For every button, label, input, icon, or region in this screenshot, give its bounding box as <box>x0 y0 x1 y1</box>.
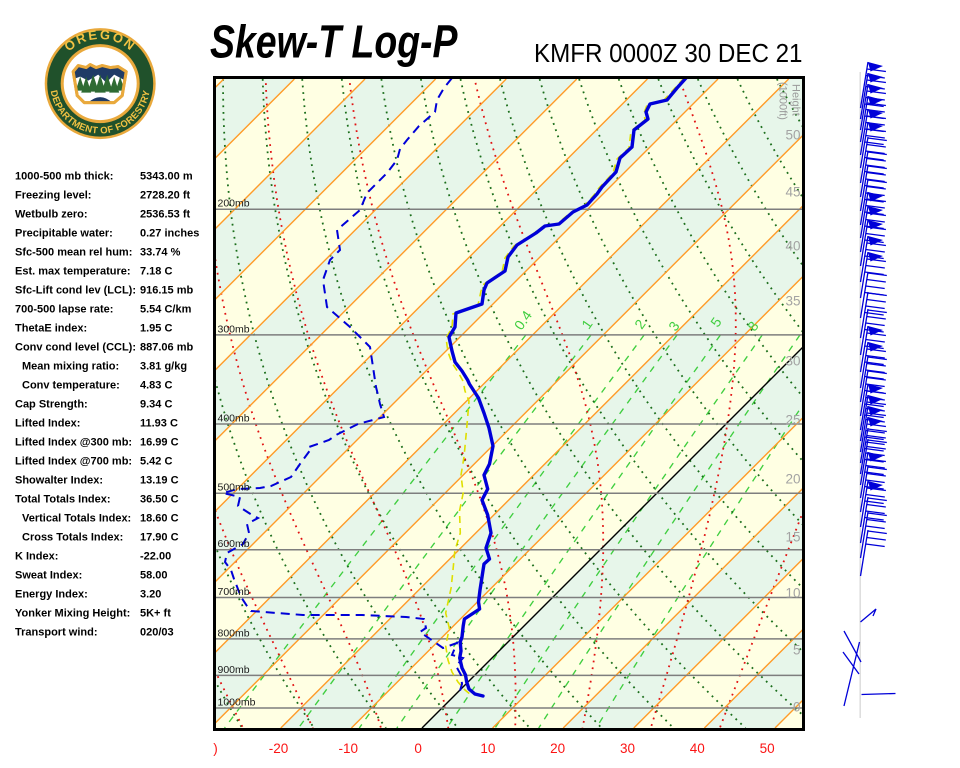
svg-text:1.95 C: 1.95 C <box>140 323 172 335</box>
svg-text:Sfc-Lift cond lev (LCL):: Sfc-Lift cond lev (LCL): <box>15 285 136 297</box>
svg-text:5343.00 m: 5343.00 m <box>140 171 193 183</box>
svg-text:Showalter Index:: Showalter Index: <box>15 475 103 487</box>
svg-text:Sfc-500 mean rel hum:: Sfc-500 mean rel hum: <box>15 247 132 259</box>
svg-text:20: 20 <box>785 472 800 487</box>
svg-text:2536.53 ft: 2536.53 ft <box>140 209 190 221</box>
svg-text:Vertical Totals Index:: Vertical Totals Index: <box>22 513 131 525</box>
svg-text:5.54 C/km: 5.54 C/km <box>140 304 192 316</box>
svg-text:4.83 C: 4.83 C <box>140 380 172 392</box>
svg-text:17.90 C: 17.90 C <box>140 532 179 544</box>
svg-text:Precipitable water:: Precipitable water: <box>15 228 113 240</box>
svg-text:900mb: 900mb <box>218 664 250 676</box>
svg-text:200mb: 200mb <box>218 198 250 210</box>
svg-text:Cap Strength:: Cap Strength: <box>15 399 88 411</box>
svg-text:916.15 mb: 916.15 mb <box>140 285 193 297</box>
svg-text:58.00: 58.00 <box>140 570 168 582</box>
svg-text:0.27 inches: 0.27 inches <box>140 228 199 240</box>
svg-text:Transport wind:: Transport wind: <box>15 627 98 639</box>
svg-text:-20: -20 <box>269 741 289 756</box>
svg-text:30: 30 <box>620 741 635 756</box>
svg-text:Lifted Index:: Lifted Index: <box>15 418 80 430</box>
svg-text:30: 30 <box>785 354 800 369</box>
svg-text:1000mb: 1000mb <box>218 697 256 709</box>
svg-text:Freezing level:: Freezing level: <box>15 190 91 202</box>
svg-text:Total Totals Index:: Total Totals Index: <box>15 494 111 506</box>
svg-text:500mb: 500mb <box>218 482 250 494</box>
svg-text:40: 40 <box>690 741 705 756</box>
svg-text:700mb: 700mb <box>218 586 250 598</box>
svg-text:(1000ft): (1000ft) <box>777 82 789 120</box>
svg-text:020/03: 020/03 <box>140 627 174 639</box>
svg-text:ThetaE index:: ThetaE index: <box>15 323 87 335</box>
svg-text:35: 35 <box>785 294 800 309</box>
svg-text:0: 0 <box>414 741 422 756</box>
svg-text:Skew-T Log-P: Skew-T Log-P <box>210 16 458 68</box>
svg-text:-10: -10 <box>339 741 359 756</box>
svg-text:Yonker Mixing Height:: Yonker Mixing Height: <box>15 608 130 620</box>
svg-text:Est. max temperature:: Est. max temperature: <box>15 266 131 278</box>
svg-text:25: 25 <box>785 413 800 428</box>
svg-text:2728.20 ft: 2728.20 ft <box>140 190 190 202</box>
svg-text:10: 10 <box>785 586 800 601</box>
svg-text:3.20: 3.20 <box>140 589 161 601</box>
svg-text:Energy Index:: Energy Index: <box>15 589 88 601</box>
svg-text:800mb: 800mb <box>218 627 250 639</box>
svg-text:50: 50 <box>760 741 775 756</box>
svg-text:887.06 mb: 887.06 mb <box>140 342 193 354</box>
svg-text:600mb: 600mb <box>218 538 250 550</box>
svg-text:Wetbulb zero:: Wetbulb zero: <box>15 209 88 221</box>
svg-text:Lifted Index @700 mb:: Lifted Index @700 mb: <box>15 456 132 468</box>
svg-text:5K+ ft: 5K+ ft <box>140 608 171 620</box>
svg-text:Conv cond level (CCL):: Conv cond level (CCL): <box>15 342 136 354</box>
svg-text:36.50 C: 36.50 C <box>140 494 179 506</box>
svg-text:9.34 C: 9.34 C <box>140 399 172 411</box>
svg-text:Lifted Index @300 mb:: Lifted Index @300 mb: <box>15 437 132 449</box>
svg-text:Height: Height <box>790 84 802 116</box>
svg-text:20: 20 <box>550 741 565 756</box>
svg-text:Sweat Index:: Sweat Index: <box>15 570 82 582</box>
svg-text:5.42 C: 5.42 C <box>140 456 172 468</box>
svg-text:7.18 C: 7.18 C <box>140 266 172 278</box>
svg-text:40: 40 <box>785 239 800 254</box>
svg-text:50: 50 <box>785 128 800 143</box>
svg-text:16.99 C: 16.99 C <box>140 437 179 449</box>
svg-text:1000-500 mb thick:: 1000-500 mb thick: <box>15 171 113 183</box>
svg-text:Mean mixing ratio:: Mean mixing ratio: <box>22 361 119 373</box>
svg-text:K Index:: K Index: <box>15 551 58 563</box>
svg-text:5: 5 <box>793 643 801 658</box>
svg-text:45: 45 <box>785 185 800 200</box>
svg-text:3.81 g/kg: 3.81 g/kg <box>140 361 187 373</box>
svg-text:): ) <box>213 741 218 756</box>
svg-text:11.93 C: 11.93 C <box>140 418 178 430</box>
svg-text:700-500 lapse rate:: 700-500 lapse rate: <box>15 304 113 316</box>
svg-text:13.19 C: 13.19 C <box>140 475 179 487</box>
svg-text:18.60 C: 18.60 C <box>140 513 179 525</box>
svg-text:KMFR 0000Z 30 DEC 21: KMFR 0000Z 30 DEC 21 <box>534 38 803 68</box>
svg-text:Conv temperature:: Conv temperature: <box>22 380 120 392</box>
svg-text:400mb: 400mb <box>218 413 250 425</box>
svg-text:0: 0 <box>793 700 801 715</box>
svg-text:33.74 %: 33.74 % <box>140 247 181 259</box>
svg-text:Cross Totals Index:: Cross Totals Index: <box>22 532 123 544</box>
svg-text:-22.00: -22.00 <box>140 551 171 563</box>
svg-text:300mb: 300mb <box>218 323 250 335</box>
svg-text:15: 15 <box>785 530 800 545</box>
svg-text:10: 10 <box>480 741 495 756</box>
